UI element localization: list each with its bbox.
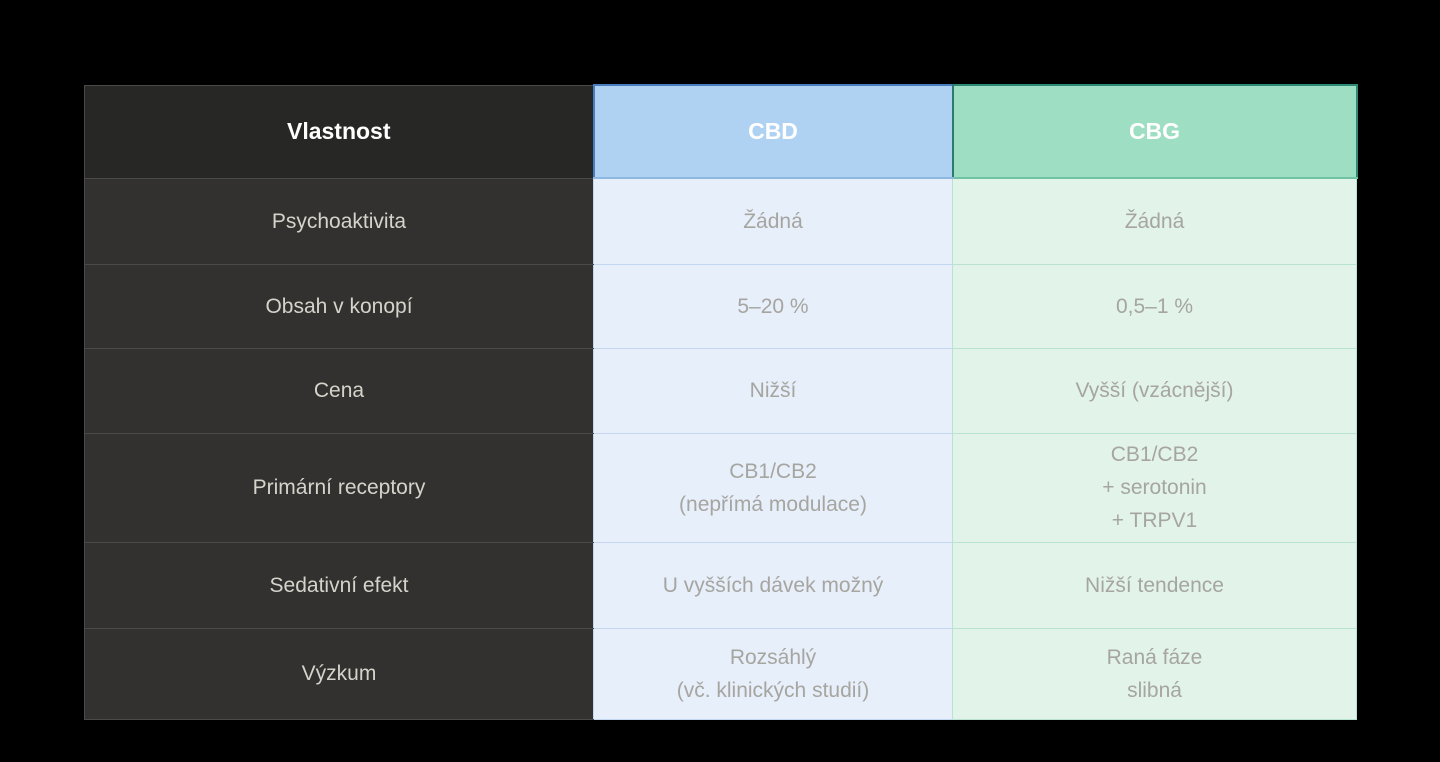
property-cell: Výzkum <box>84 627 594 720</box>
property-cell: Psychoaktivita <box>84 177 594 265</box>
comparison-table: Vlastnost CBD CBG Psychoaktivita Žádná Ž… <box>84 84 1358 720</box>
cbd-cell: Žádná <box>593 177 953 265</box>
cbd-cell: Nižší <box>593 347 953 434</box>
property-cell: Obsah v konopí <box>84 263 594 349</box>
column-header-property: Vlastnost <box>84 84 594 179</box>
cbd-cell: Rozsáhlý (vč. klinických studií) <box>593 627 953 720</box>
column-header-cbd: CBD <box>592 84 954 179</box>
header-row: Vlastnost CBD CBG <box>84 84 1358 179</box>
property-cell: Primární receptory <box>84 432 594 543</box>
cbg-cell: Raná fáze slibná <box>952 627 1357 720</box>
cbg-cell: Žádná <box>952 177 1357 265</box>
table-row: Primární receptory CB1/CB2 (nepřímá modu… <box>84 432 1357 543</box>
cbg-cell: Vyšší (vzácnější) <box>952 347 1357 434</box>
cbg-cell: 0,5–1 % <box>952 263 1357 349</box>
cbg-cell: Nižší tendence <box>952 541 1357 629</box>
column-header-cbg: CBG <box>951 84 1358 179</box>
property-cell: Sedativní efekt <box>84 541 594 629</box>
cbd-cell: 5–20 % <box>593 263 953 349</box>
cbd-cell: CB1/CB2 (nepřímá modulace) <box>593 432 953 543</box>
cbd-cbg-table: Vlastnost CBD CBG Psychoaktivita Žádná Ž… <box>84 84 1358 720</box>
table-row: Psychoaktivita Žádná Žádná <box>84 177 1357 265</box>
table-row: Cena Nižší Vyšší (vzácnější) <box>84 347 1357 434</box>
table-row: Obsah v konopí 5–20 % 0,5–1 % <box>84 263 1357 349</box>
property-cell: Cena <box>84 347 594 434</box>
table-row: Výzkum Rozsáhlý (vč. klinických studií) … <box>84 627 1357 720</box>
cbg-cell: CB1/CB2 + serotonin + TRPV1 <box>952 432 1357 543</box>
table-row: Sedativní efekt U vyšších dávek možný Ni… <box>84 541 1357 629</box>
cbd-cell: U vyšších dávek možný <box>593 541 953 629</box>
